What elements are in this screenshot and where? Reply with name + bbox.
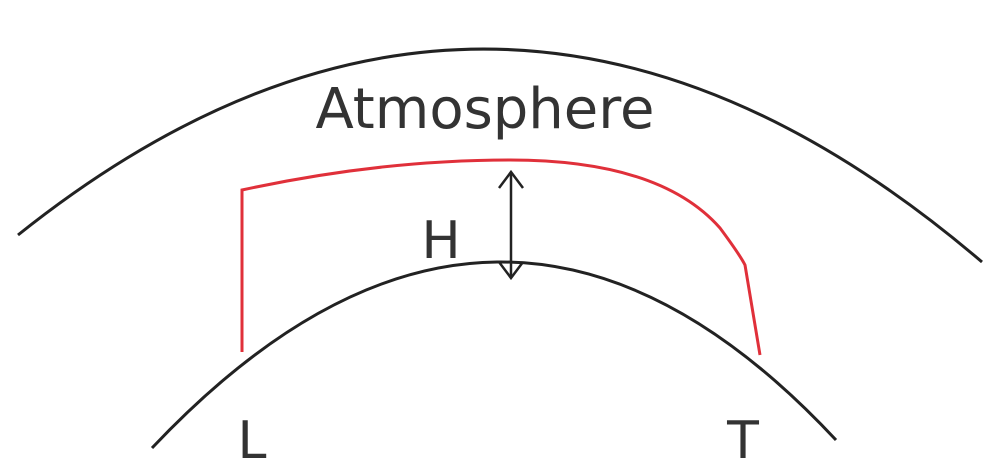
atmosphere-label: Atmosphere <box>315 77 654 142</box>
atmosphere-arc <box>17 47 983 264</box>
height-label: H <box>421 211 460 271</box>
earth-arc <box>150 260 838 450</box>
target-label: T <box>726 411 759 465</box>
arrow-heads <box>498 169 524 281</box>
trajectory <box>240 158 762 356</box>
launch-label: L <box>238 411 267 465</box>
